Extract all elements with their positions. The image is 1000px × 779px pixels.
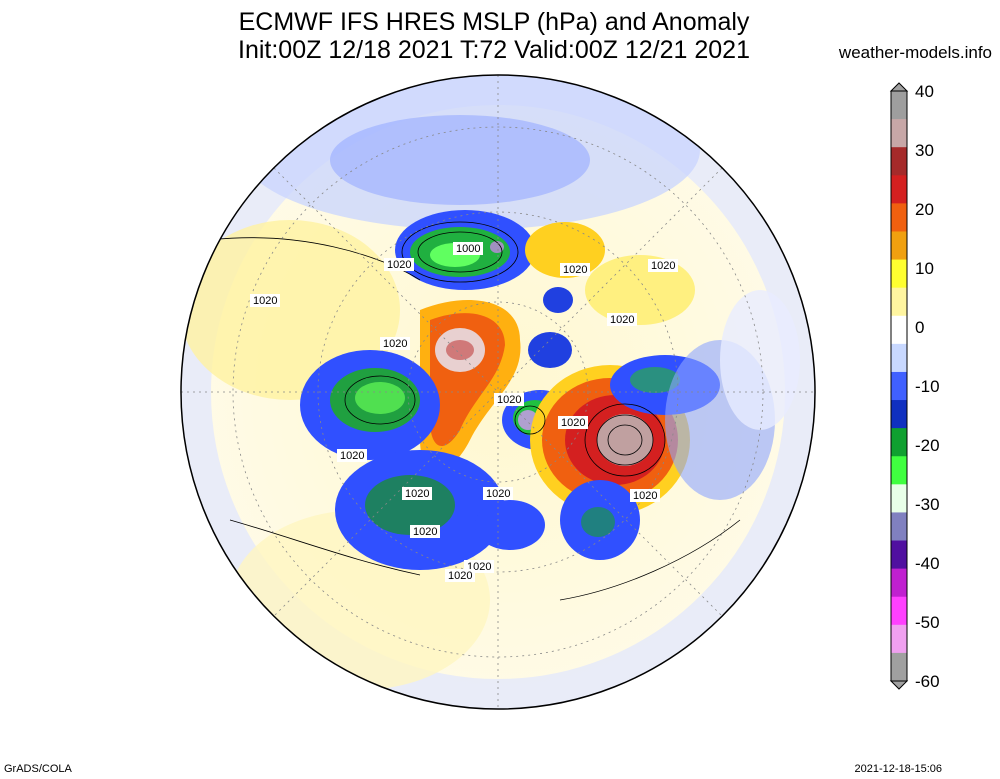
contour-label: 1020: [250, 294, 280, 307]
contour-label: 1020: [558, 416, 588, 429]
colorbar-tick-label: 40: [915, 82, 934, 101]
colorbar-tick-label: 20: [915, 200, 934, 219]
colorbar-swatch: [891, 287, 907, 317]
svg-text:1020: 1020: [405, 488, 429, 500]
colorbar-swatch: [891, 652, 907, 682]
colorbar-swatch: [891, 203, 907, 232]
colorbar-swatch: [891, 512, 907, 542]
colorbar-swatch: [891, 119, 907, 148]
site-label: weather-models.info: [838, 43, 992, 62]
colorbar-swatch: [891, 428, 907, 457]
colorbar-tick-label: -50: [915, 613, 940, 632]
colorbar-tick-label: -10: [915, 377, 940, 396]
map-title: ECMWF IFS HRES MSLP (hPa) and Anomaly: [238, 8, 750, 36]
colorbar-swatch: [891, 624, 907, 654]
colorbar-swatch: [891, 456, 907, 485]
svg-text:1020: 1020: [633, 490, 657, 502]
colorbar-tick-label: 0: [915, 318, 924, 337]
map-subtitle: Init:00Z 12/18 2021 T:72 Valid:00Z 12/21…: [238, 36, 750, 64]
colorbar-swatch: [891, 175, 907, 204]
svg-text:1020: 1020: [448, 570, 472, 582]
svg-text:1020: 1020: [486, 488, 510, 500]
contour-label: 1020: [560, 263, 590, 276]
contour-label: 1020: [607, 313, 637, 326]
colorbar-swatch: [891, 343, 907, 373]
colorbar-tick-label: -60: [915, 672, 940, 691]
contour-label: 1020: [630, 489, 660, 502]
contour-label: 1020: [410, 525, 440, 538]
svg-text:1020: 1020: [387, 259, 411, 271]
contour-label: 1000: [453, 242, 483, 255]
svg-text:1020: 1020: [563, 264, 587, 276]
credit-label: GrADS/COLA: [4, 763, 72, 775]
contour-label: 1020: [445, 569, 475, 582]
colorbar-swatch: [891, 371, 907, 401]
colorbar-swatch: [891, 484, 907, 513]
contour-label: 1020: [380, 337, 410, 350]
contour-label: 1020: [494, 393, 524, 406]
svg-text:1020: 1020: [561, 417, 585, 429]
contour-label: 1020: [648, 259, 678, 272]
colorbar-swatch: [891, 91, 907, 120]
contour-labels: 1000 1020 1020 1020 1020 1020 1020 1020 …: [250, 242, 678, 582]
colorbar-tick-label: -20: [915, 436, 940, 455]
colorbar-tick-label: 10: [915, 259, 934, 278]
svg-text:1020: 1020: [383, 338, 407, 350]
colorbar-swatch: [891, 259, 907, 289]
colorbar-tick-label: -30: [915, 495, 940, 514]
colorbar-swatch: [891, 147, 907, 176]
svg-text:1020: 1020: [340, 450, 364, 462]
colorbar-swatch: [891, 568, 907, 598]
colorbar-tick-label: 30: [915, 141, 934, 160]
colorbar-swatch: [891, 540, 907, 570]
colorbar-tick-label: -40: [915, 554, 940, 573]
svg-text:1020: 1020: [651, 260, 675, 272]
colorbar-swatch: [891, 596, 907, 626]
colorbar-swatch: [891, 400, 907, 429]
svg-text:1020: 1020: [610, 314, 634, 326]
colorbar-swatch: [891, 315, 907, 345]
contour-label: 1020: [384, 258, 414, 271]
svg-text:1020: 1020: [413, 526, 437, 538]
anomaly-field: [181, 75, 815, 709]
contour-label: 1020: [402, 487, 432, 500]
svg-text:1020: 1020: [497, 394, 521, 406]
svg-text:1020: 1020: [253, 295, 277, 307]
contour-label: 1020: [337, 449, 367, 462]
contour-label: 1020: [483, 487, 513, 500]
timestamp-label: 2021-12-18-15:06: [854, 763, 942, 775]
colorbar-swatch: [891, 231, 907, 261]
svg-text:1000: 1000: [456, 243, 480, 255]
